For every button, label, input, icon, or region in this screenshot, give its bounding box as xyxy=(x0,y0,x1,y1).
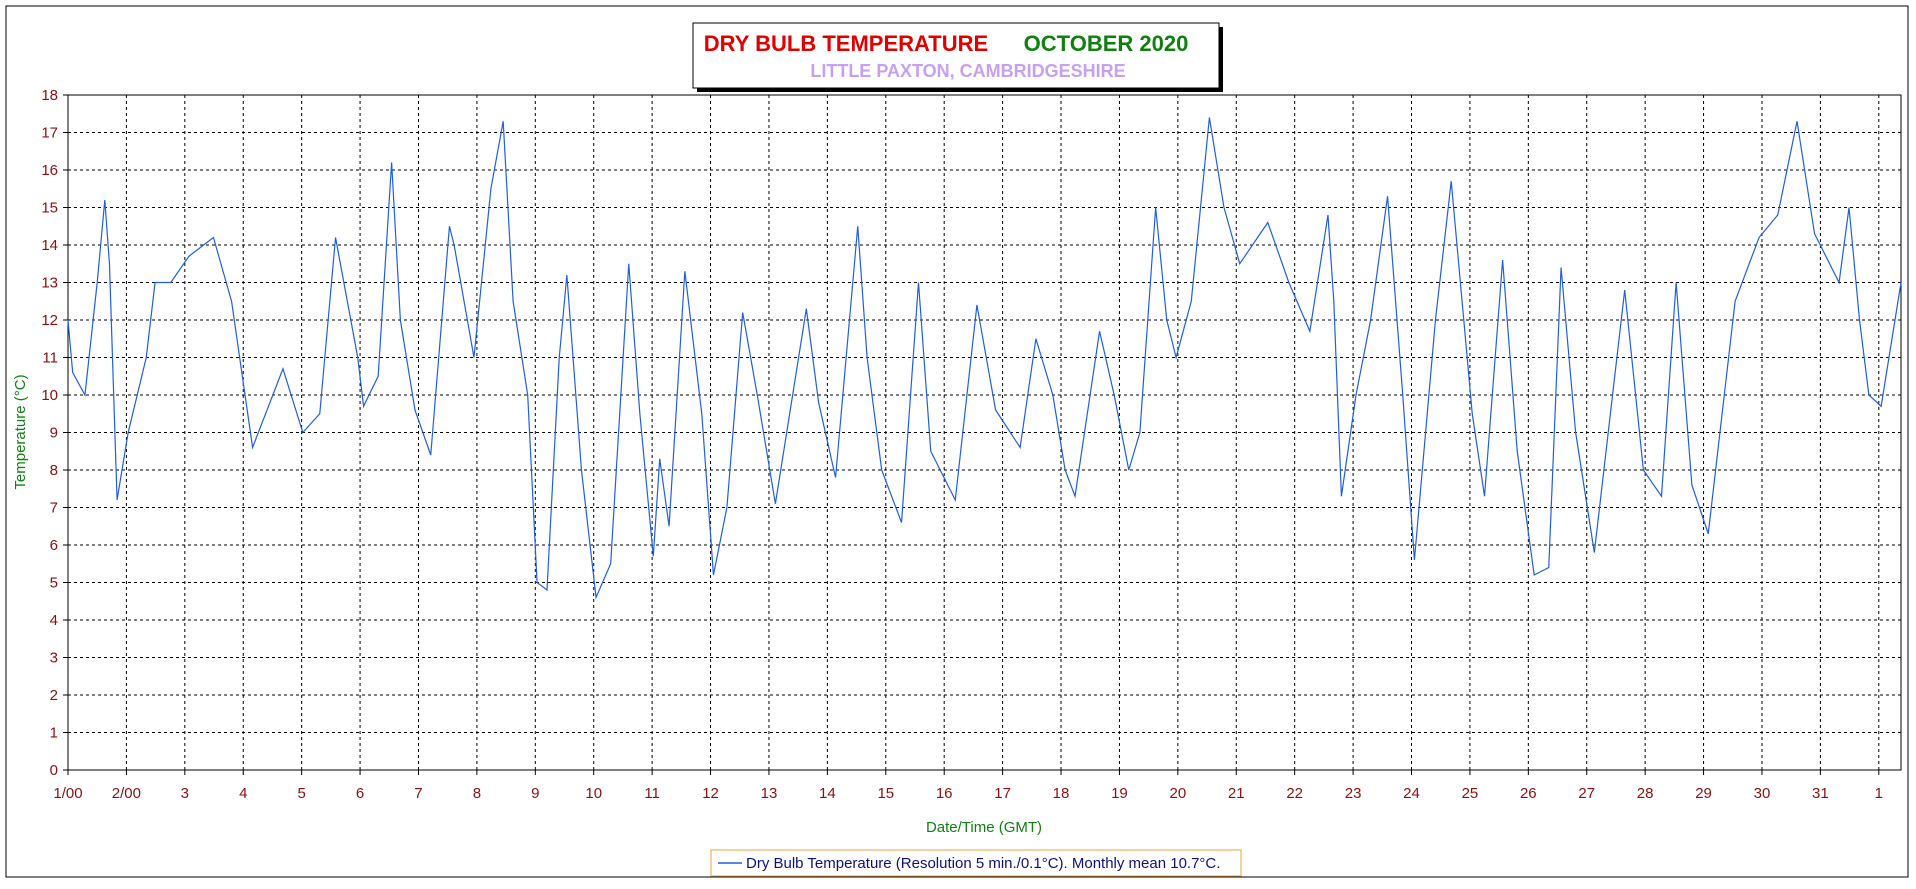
y-tick-label: 6 xyxy=(50,537,58,554)
legend-label: Dry Bulb Temperature (Resolution 5 min./… xyxy=(746,855,1220,872)
x-tick-label: 1/00 xyxy=(53,785,82,802)
x-tick-label: 31 xyxy=(1812,785,1829,802)
plot-frame xyxy=(67,94,1902,771)
y-tick-label: 11 xyxy=(42,350,58,367)
y-tick-label: 17 xyxy=(41,125,58,142)
x-tick-label: 21 xyxy=(1228,785,1245,802)
title-box xyxy=(692,22,1220,89)
x-tick-label: 25 xyxy=(1462,785,1479,802)
x-tick-label: 28 xyxy=(1637,785,1654,802)
x-tick-label: 16 xyxy=(936,785,953,802)
x-tick-label: 19 xyxy=(1111,785,1128,802)
x-tick-label: 22 xyxy=(1286,785,1303,802)
y-tick-label: 8 xyxy=(50,462,58,479)
x-axis-label: Date/Time (GMT) xyxy=(926,819,1042,836)
y-tick-label: 12 xyxy=(41,312,58,329)
x-tick-label: 8 xyxy=(473,785,481,802)
x-tick-label: 26 xyxy=(1520,785,1537,802)
legend xyxy=(710,849,1242,877)
x-tick-label: 29 xyxy=(1695,785,1712,802)
y-tick-label: 2 xyxy=(50,687,58,704)
y-axis-label: Temperature (°C) xyxy=(12,374,29,489)
x-tick-label: 23 xyxy=(1345,785,1362,802)
y-tick-label: 15 xyxy=(41,200,58,217)
y-tick-label: 1 xyxy=(50,725,58,742)
x-tick-label: 3 xyxy=(181,785,189,802)
x-tick-label: 30 xyxy=(1754,785,1771,802)
x-tick-label: 17 xyxy=(994,785,1011,802)
x-tick-label: 24 xyxy=(1403,785,1420,802)
y-tick-label: 0 xyxy=(50,762,58,779)
x-tick-label: 11 xyxy=(644,785,660,802)
x-tick-label: 14 xyxy=(819,785,836,802)
x-tick-label: 1 xyxy=(1875,785,1883,802)
x-tick-label: 4 xyxy=(239,785,247,802)
x-tick-label: 18 xyxy=(1053,785,1070,802)
x-tick-label: 2/00 xyxy=(112,785,141,802)
y-tick-label: 4 xyxy=(50,612,58,629)
chart-subtitle: LITTLE PAXTON, CAMBRIDGESHIRE xyxy=(810,61,1125,81)
x-tick-label: 12 xyxy=(702,785,719,802)
x-tick-label: 20 xyxy=(1170,785,1187,802)
y-tick-label: 3 xyxy=(50,650,58,667)
chart-title-date: OCTOBER 2020 xyxy=(1024,31,1189,56)
x-tick-label: 7 xyxy=(414,785,422,802)
temperature-line xyxy=(67,117,1902,600)
y-tick-label: 7 xyxy=(50,500,58,517)
x-tick-label: 15 xyxy=(877,785,894,802)
y-tick-label: 18 xyxy=(41,87,58,104)
x-tick-label: 5 xyxy=(297,785,305,802)
y-tick-label: 16 xyxy=(41,162,58,179)
x-tick-label: 10 xyxy=(585,785,602,802)
y-tick-label: 5 xyxy=(50,575,58,592)
chart-title: DRY BULB TEMPERATURE xyxy=(704,31,988,56)
y-tick-label: 13 xyxy=(41,275,58,292)
x-tick-label: 6 xyxy=(356,785,364,802)
x-tick-label: 27 xyxy=(1578,785,1595,802)
plot-area xyxy=(67,94,1902,771)
x-tick-label: 9 xyxy=(531,785,539,802)
x-tick-label: 13 xyxy=(761,785,778,802)
y-tick-label: 9 xyxy=(50,425,58,442)
y-tick-label: 10 xyxy=(41,387,58,404)
y-tick-label: 14 xyxy=(41,237,58,254)
